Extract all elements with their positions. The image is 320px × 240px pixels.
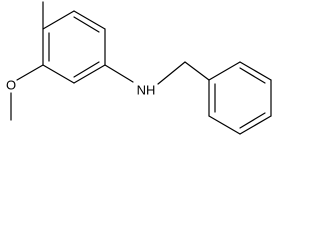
page: O NH (() => { const data = JSON.parse(do… <box>5 1 272 135</box>
bond <box>42 10 75 30</box>
left-ring <box>42 10 106 84</box>
bond <box>239 115 272 135</box>
bond <box>16 64 44 81</box>
double-bond <box>73 61 100 78</box>
bond <box>157 61 186 85</box>
bond <box>239 61 272 81</box>
double-bond <box>239 112 266 129</box>
bond <box>208 115 241 135</box>
oxygen-label: O <box>6 77 16 92</box>
right-ring <box>208 61 272 135</box>
double-bond <box>239 67 266 84</box>
double-bond <box>73 16 100 33</box>
bond <box>104 64 134 83</box>
bond <box>184 61 210 81</box>
bond <box>73 64 106 84</box>
bond <box>208 61 241 81</box>
bond <box>73 10 106 30</box>
bond <box>42 64 75 84</box>
nh-label: NH <box>137 82 156 97</box>
molecule: O NH <box>6 1 272 135</box>
